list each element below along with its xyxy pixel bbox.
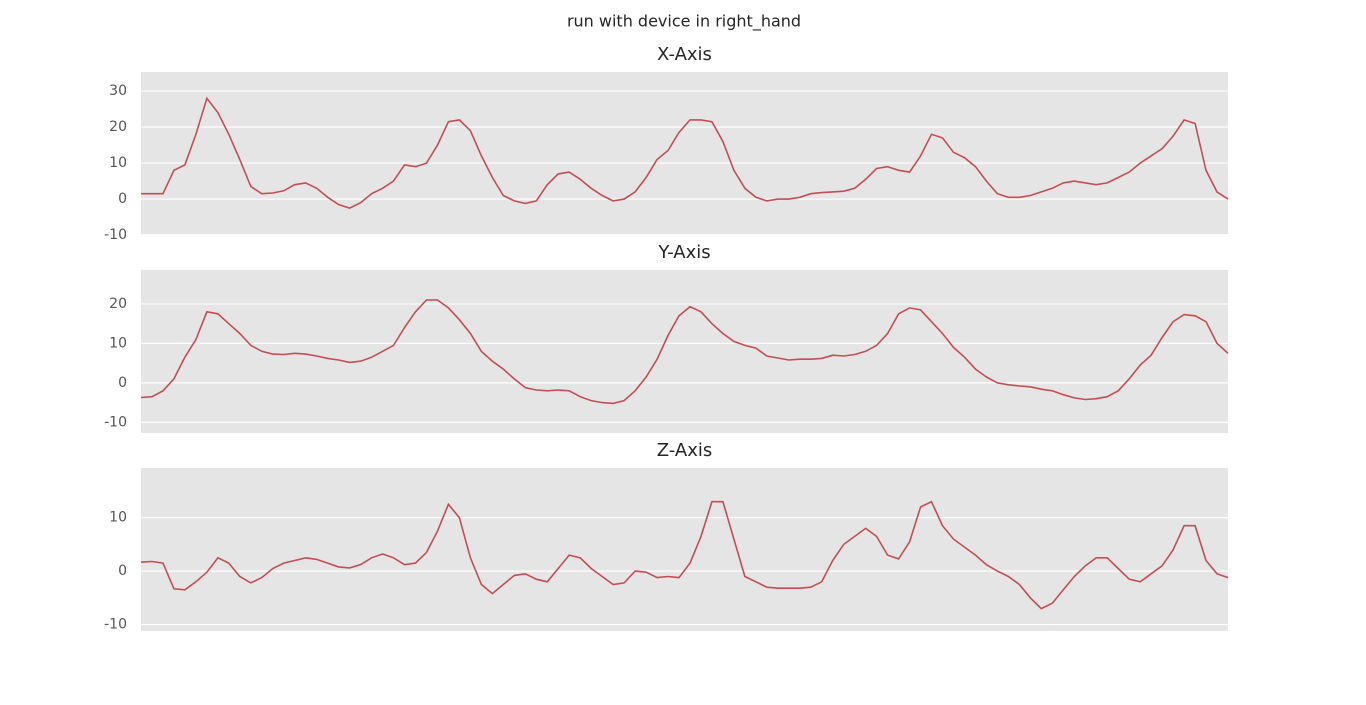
data-line	[140, 299, 1229, 405]
data-line	[140, 500, 1229, 610]
subplot-title: X-Axis	[657, 44, 712, 65]
y-tick-label: -10	[104, 617, 127, 633]
y-tick-label: 10	[109, 510, 127, 526]
y-tick-label: 0	[118, 563, 127, 579]
data-line	[141, 96, 1229, 209]
figure-title: run with device in right_hand	[567, 12, 801, 32]
subplot-title: Z-Axis	[657, 440, 712, 461]
y-tick-label: 0	[118, 191, 127, 207]
y-tick-label: 20	[109, 119, 127, 135]
y-tick-label: 30	[109, 83, 127, 99]
y-tick-label: 0	[118, 375, 127, 391]
y-tick-label: -10	[104, 227, 127, 243]
plot-background	[141, 270, 1228, 433]
plot-background	[141, 72, 1228, 234]
plot-background	[141, 468, 1228, 631]
y-tick-label: 10	[109, 335, 127, 351]
y-tick-label: 10	[109, 155, 127, 171]
y-tick-label: 20	[109, 296, 127, 312]
subplot-title: Y-Axis	[657, 242, 710, 263]
y-tick-label: -10	[104, 414, 127, 430]
